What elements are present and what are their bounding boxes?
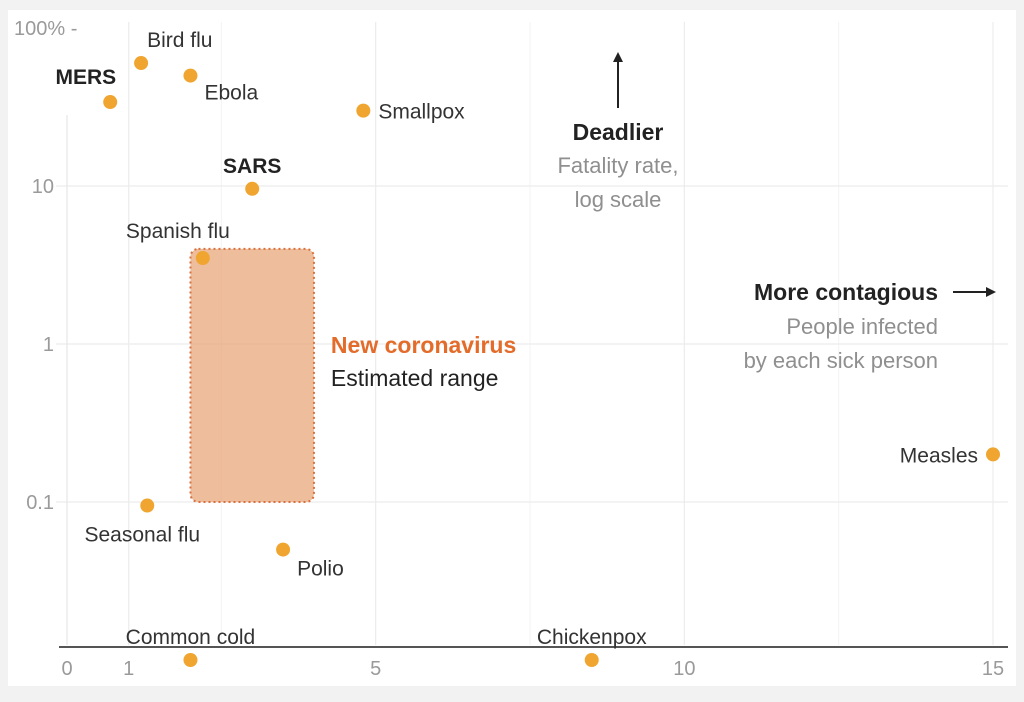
deadlier-sub-1: log scale	[575, 187, 662, 212]
x-tick-label-0: 0	[61, 658, 72, 680]
contagious-sub-0: People infected	[786, 314, 938, 339]
point-chickenpox	[584, 653, 599, 667]
x-tick-label-5: 5	[370, 658, 381, 680]
point-smallpox	[356, 103, 371, 118]
point-seasonal-flu	[140, 498, 155, 513]
deadlier-sub-0: Fatality rate,	[557, 153, 678, 178]
point-label-bird-flu: Bird flu	[147, 29, 212, 52]
coronavirus-range: New coronavirus Estimated range	[189, 247, 516, 503]
point-label-common-cold: Common cold	[126, 626, 256, 649]
x-tick-label-15: 15	[982, 658, 1004, 680]
point-mers	[103, 95, 118, 110]
deadlier-title: Deadlier	[573, 119, 664, 145]
contagious-arrow-icon	[986, 287, 996, 297]
y-tick-label-100: 100% -	[14, 18, 77, 40]
coronavirus-range-box	[189, 247, 315, 503]
point-label-mers: MERS	[56, 66, 117, 89]
axis-annotations: Deadlier Fatality rate, log scale More cont…	[557, 52, 996, 373]
y-axis: 100% - 10 1 0.1	[14, 18, 77, 514]
point-measles	[986, 447, 1000, 462]
coronavirus-range-title: New coronavirus	[331, 332, 516, 358]
point-label-seasonal-flu: Seasonal flu	[84, 524, 200, 547]
point-label-ebola: Ebola	[204, 82, 258, 105]
chart-frame: 0 1 5 10 15 100% -10 1 0.1 New coronavirus Esti…	[8, 10, 1016, 686]
point-bird-flu	[134, 56, 149, 71]
contagious-title: More contagious	[754, 279, 938, 305]
y-tick-label-10: 10	[32, 176, 54, 198]
point-label-chickenpox: Chickenpox	[537, 626, 647, 649]
y-tick-label-1: 1	[43, 334, 54, 356]
point-polio	[276, 542, 291, 557]
point-label-sars: SARS	[223, 155, 281, 178]
coronavirus-range-subtitle: Estimated range	[331, 365, 498, 391]
point-sars	[245, 181, 260, 196]
x-axis: 0 1 5 10 15	[59, 646, 1008, 680]
point-spanish-flu	[195, 251, 210, 266]
y-tick-label-0-1: 0.1	[26, 492, 54, 514]
deadlier-arrow-icon	[613, 52, 623, 62]
point-label-spanish-flu: Spanish flu	[126, 220, 230, 243]
x-tick-label-10: 10	[673, 658, 695, 680]
point-ebola	[183, 68, 198, 83]
contagious-sub-1: by each sick person	[744, 348, 938, 373]
point-common-cold	[183, 653, 198, 667]
point-label-smallpox: Smallpox	[378, 101, 465, 124]
data-points: Bird flu MERS Ebola Smallpox SARS Spanish flu…	[56, 29, 1000, 667]
point-label-measles: Measles	[900, 444, 978, 467]
point-label-polio: Polio	[297, 558, 344, 581]
x-tick-label-1: 1	[123, 658, 134, 680]
